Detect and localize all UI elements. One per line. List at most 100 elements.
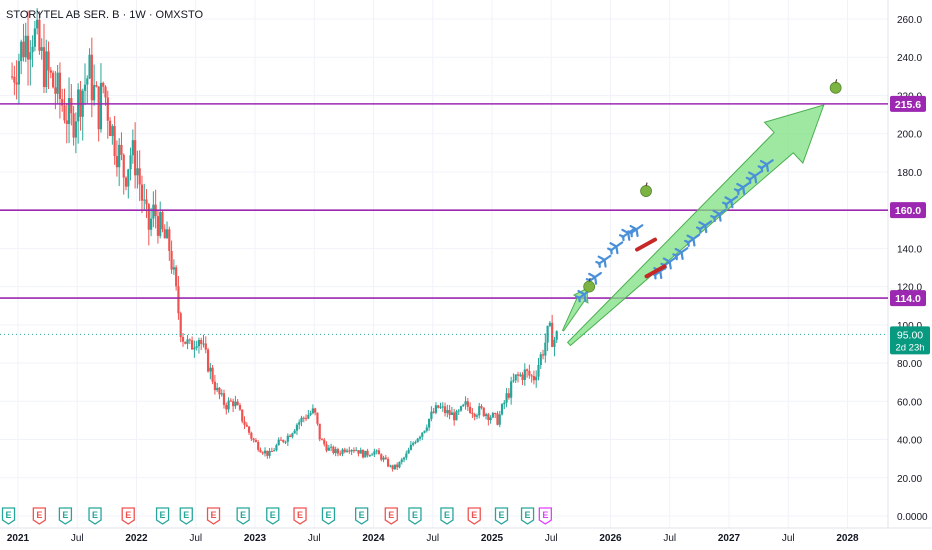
candle-body [332,446,335,454]
earnings-marker-icon[interactable] [179,507,193,525]
earnings-marker-icon[interactable] [520,507,535,525]
candle-body [252,438,255,441]
earnings-marker-label: E [297,510,303,520]
candle-body [38,19,41,51]
earnings-marker-icon[interactable] [355,507,369,525]
candle-body [500,404,504,415]
earnings-marker-icon[interactable] [266,507,280,525]
y-tick-label: 100.0 [897,321,922,332]
candle-body [58,72,62,99]
projection-arrow[interactable] [566,104,825,347]
candle-body [54,87,57,94]
y-tick-label: 240.0 [897,53,922,64]
candle-body [300,417,303,423]
earnings-marker-label: E [444,510,450,520]
candle-body [225,405,228,410]
candle-body [140,184,144,201]
candle-body [129,155,132,170]
candle-body [218,387,221,395]
candle-body [537,364,540,377]
level-price-tag [890,202,926,219]
candle-body [145,199,148,205]
candle-body [532,376,536,381]
earnings-marker-icon[interactable] [467,507,481,525]
candle-body [446,410,449,414]
candle-body [204,343,207,350]
candle-body [72,113,75,138]
candle-body [77,89,80,122]
level-price-label: 160.0 [895,205,921,217]
candle-body [211,367,214,382]
candle-body [366,450,369,456]
candle-body [430,411,433,419]
candle-body [93,85,96,101]
x-tick-label: Jul [782,533,795,544]
earnings-marker-icon[interactable] [32,507,46,525]
candle-body [250,432,253,439]
earnings-marker-label: E [412,510,418,520]
candle-body [111,126,114,137]
earnings-marker-icon[interactable] [206,507,221,525]
candle-body [361,449,365,458]
earnings-marker-label: E [211,510,217,520]
candle-body [20,41,23,62]
earnings-marker-icon[interactable] [321,507,336,525]
candle-body [384,457,387,460]
earnings-marker-label: E [359,510,365,520]
earnings-marker-icon[interactable] [293,507,307,525]
candle-body [106,97,109,121]
earnings-marker-icon[interactable] [494,507,509,525]
candle-body [416,438,419,443]
earnings-marker-icon[interactable] [408,507,422,525]
apple-stem-icon [835,79,838,83]
earnings-marker-icon[interactable] [440,507,454,525]
candle-body [13,76,16,83]
candle-body [320,439,324,441]
earnings-marker-icon[interactable] [538,507,552,525]
candle-body [375,450,378,452]
y-tick-label: 40.00 [897,436,922,447]
candle-body [389,465,392,467]
candle-body [302,417,305,419]
candle-body [505,393,508,403]
candle-body [546,325,549,343]
earnings-marker-icon[interactable] [155,507,170,525]
candle-body [539,354,542,365]
candle-body [341,449,344,454]
earnings-marker-label: E [240,510,246,520]
candle-body [314,408,317,413]
earnings-marker-icon[interactable] [88,507,102,525]
earnings-marker-icon[interactable] [1,507,16,525]
airplane-icon [695,220,713,234]
earnings-marker-icon[interactable] [58,507,73,525]
apple-stem-icon [588,277,591,282]
candle-body [288,435,292,437]
earnings-marker-icon[interactable] [384,507,398,525]
earnings-marker-icon[interactable] [121,507,135,525]
candle-body [544,342,547,356]
candle-body [263,450,267,454]
candle-body [245,424,248,427]
x-tick-label: Jul [189,533,202,544]
candle-body [523,369,526,380]
crash-mark-icon [635,237,658,252]
candle-body [86,78,89,85]
candle-body [104,86,107,98]
candle-body [95,85,98,87]
candle-body [398,462,401,468]
candle-body [270,450,273,452]
x-tick-label: Jul [308,533,321,544]
earnings-marker-icon[interactable] [236,507,250,525]
candle-body [348,450,351,452]
candle-body [147,204,150,230]
airplane-icon [607,241,624,255]
earnings-marker-label: E [498,510,504,520]
candle-body [507,393,510,398]
candle-body [170,251,173,270]
candle-body [161,212,164,230]
candle-body [453,412,456,421]
candle-body [382,457,385,460]
candle-body [113,126,116,157]
earnings-marker-label: E [471,510,477,520]
